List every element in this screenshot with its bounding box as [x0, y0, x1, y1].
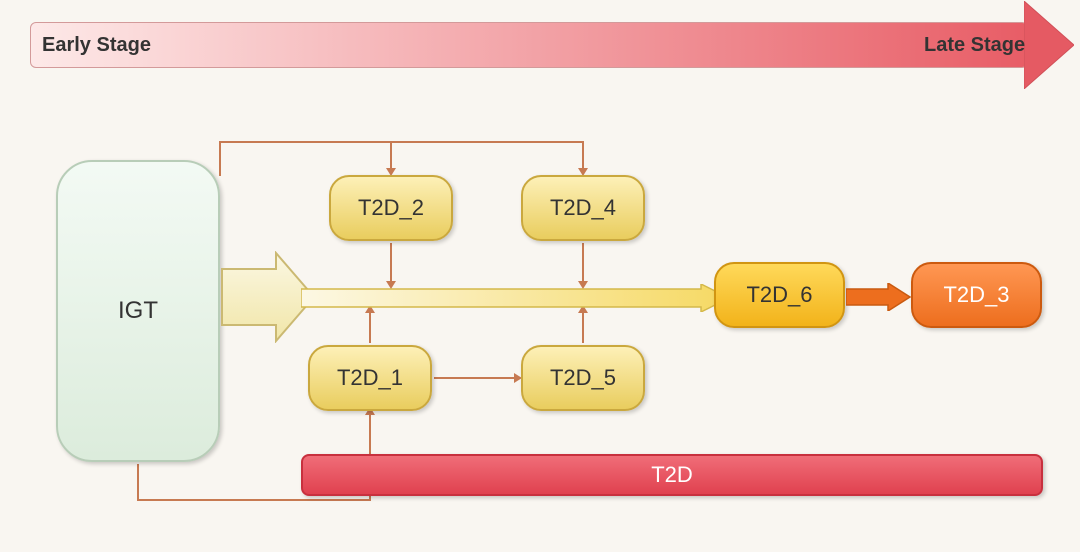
node-t2d3-label: T2D_3	[943, 282, 1009, 308]
node-t2d2: T2D_2	[329, 175, 453, 241]
node-t2d1: T2D_1	[308, 345, 432, 411]
node-t2d5-label: T2D_5	[550, 365, 616, 391]
diagram-canvas: Early Stage Late Stage IGT	[0, 0, 1080, 552]
t2d-bar-label: T2D	[651, 462, 693, 488]
node-t2d5: T2D_5	[521, 345, 645, 411]
node-t2d4-label: T2D_4	[550, 195, 616, 221]
long-arrow	[301, 284, 731, 312]
node-t2d1-label: T2D_1	[337, 365, 403, 391]
node-t2d6: T2D_6	[714, 262, 845, 328]
t2d-bar: T2D	[301, 454, 1043, 496]
short-arrow-t2d6-t2d3	[846, 283, 912, 311]
node-t2d2-label: T2D_2	[358, 195, 424, 221]
node-igt-label: IGT	[118, 297, 158, 325]
node-igt: IGT	[56, 160, 220, 462]
node-t2d4: T2D_4	[521, 175, 645, 241]
node-t2d3: T2D_3	[911, 262, 1042, 328]
node-t2d6-label: T2D_6	[746, 282, 812, 308]
